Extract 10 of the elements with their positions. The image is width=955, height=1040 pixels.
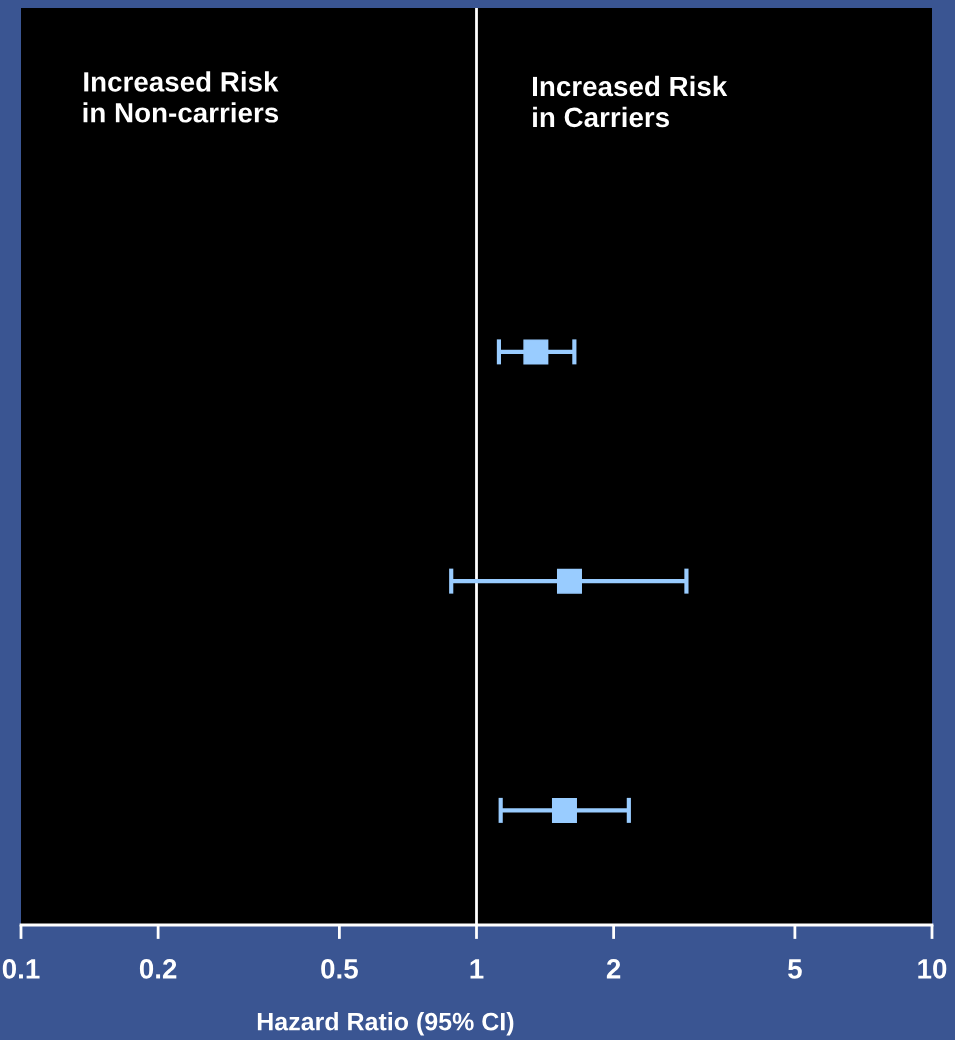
x-tick-label: 0.5 <box>321 959 358 979</box>
annotation: Increased Risk in Carriers <box>533 75 728 128</box>
annotation: Increased Risk in Non-carriers <box>83 71 279 123</box>
x-tick-label: 0.2 <box>139 959 177 979</box>
x-axis-title: Hazard Ratio (95% CI) <box>257 1012 514 1036</box>
x-tick-label: 0.1 <box>2 959 40 979</box>
x-tick-label: 2 <box>606 959 621 979</box>
x-tick-label: 1 <box>470 959 484 979</box>
x-tick-label: 10 <box>918 959 947 979</box>
x-tick-label: 5 <box>788 959 802 979</box>
